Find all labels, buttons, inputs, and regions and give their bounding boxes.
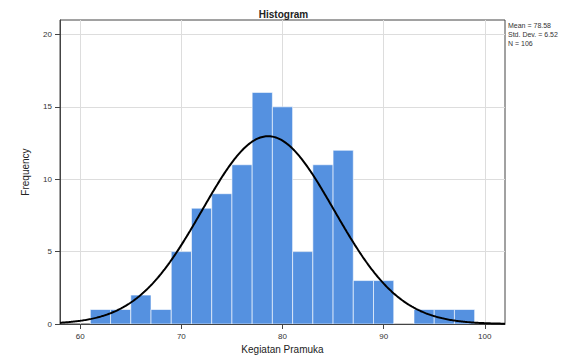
svg-text:Mean = 78.58: Mean = 78.58 bbox=[508, 22, 551, 29]
svg-text:80: 80 bbox=[278, 332, 287, 341]
svg-text:15: 15 bbox=[43, 102, 52, 111]
svg-text:90: 90 bbox=[379, 332, 388, 341]
svg-text:70: 70 bbox=[177, 332, 186, 341]
svg-text:20: 20 bbox=[43, 30, 52, 39]
svg-text:10: 10 bbox=[43, 175, 52, 184]
svg-text:5: 5 bbox=[48, 247, 53, 256]
svg-text:N = 106: N = 106 bbox=[508, 40, 533, 47]
svg-text:Frequency: Frequency bbox=[20, 148, 31, 195]
svg-text:Std. Dev. = 6.52: Std. Dev. = 6.52 bbox=[508, 31, 558, 38]
svg-text:60: 60 bbox=[76, 332, 85, 341]
svg-text:Histogram: Histogram bbox=[259, 9, 309, 20]
svg-text:0: 0 bbox=[48, 320, 53, 329]
svg-text:Kegiatan Pramuka: Kegiatan Pramuka bbox=[241, 344, 324, 355]
svg-text:100: 100 bbox=[478, 332, 492, 341]
